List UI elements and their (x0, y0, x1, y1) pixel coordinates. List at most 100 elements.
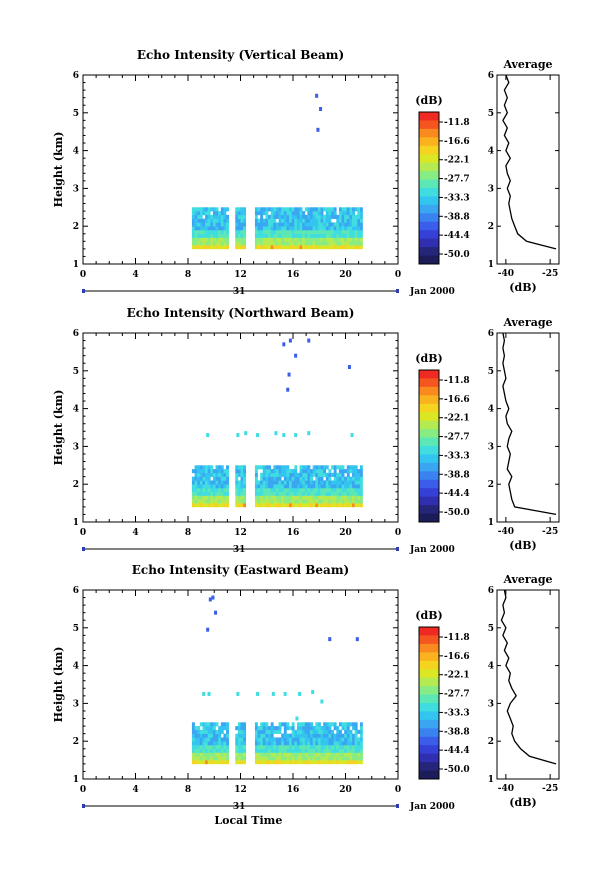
heatmap-cell (218, 214, 222, 219)
heatmap-cell (197, 245, 201, 250)
heatmap-cell (291, 744, 295, 750)
heatmap-cell (302, 245, 306, 250)
heatmap-cell (296, 211, 300, 216)
heatmap-cell (210, 737, 214, 742)
heatmap-cell (323, 245, 327, 250)
heatmap-cell (307, 741, 311, 746)
heatmap-cell (207, 233, 211, 238)
heatmap-cell (296, 499, 300, 504)
heatmap-cell (357, 476, 361, 481)
heatmap-cell (352, 495, 355, 500)
heatmap-cell (289, 499, 292, 504)
heatmap-cell (212, 484, 216, 489)
heatmap-cell (194, 737, 198, 742)
heatmap-cell (278, 737, 282, 742)
heatmap-cell (275, 726, 279, 731)
heatmap-cell (210, 233, 214, 238)
heatmap-cell (310, 733, 313, 738)
heatmap-cell (235, 491, 239, 496)
heatmap-cell (240, 472, 244, 477)
profile-y-tick-label: 2 (488, 737, 494, 747)
heatmap-cell (220, 476, 224, 481)
heatmap-cell (243, 465, 247, 470)
heatmap-cell (197, 733, 201, 738)
heatmap-cell (207, 729, 211, 734)
heatmap-cell (207, 214, 211, 219)
heatmap-cell (243, 752, 247, 757)
heatmap-cell (273, 499, 277, 504)
heatmap-cell (283, 472, 287, 477)
heatmap-cell (270, 245, 274, 250)
heatmap-cell (270, 211, 274, 216)
heatmap-cell (286, 214, 290, 219)
heatmap-cell (320, 233, 324, 238)
heatmap-cell (349, 756, 353, 761)
heatmap-cell (338, 737, 342, 742)
heatmap-cell (338, 752, 342, 757)
colorbar-swatch (419, 703, 439, 712)
heatmap-cell (237, 733, 241, 738)
colorbar-swatch (419, 677, 439, 687)
heatmap-cell (312, 472, 316, 477)
heatmap-cell (215, 733, 219, 738)
heatmap-cell (226, 484, 229, 489)
heatmap-cell (341, 237, 345, 242)
heatmap-cell (254, 752, 258, 757)
colorbar-frame (418, 369, 440, 523)
heatmap-cell (352, 245, 355, 250)
heatmap-cell (202, 729, 206, 734)
heatmap-cell (197, 233, 201, 238)
heatmap-cell (262, 207, 266, 212)
heatmap-cell (325, 233, 329, 238)
heatmap-cell (199, 756, 203, 761)
heatmap-cell (273, 241, 277, 246)
heatmap-cell (226, 480, 229, 485)
heatmap-cell (357, 760, 361, 765)
heatmap-cell (199, 741, 203, 746)
heatmap-cell (359, 233, 363, 238)
heatmap-cell (338, 472, 342, 477)
heatmap-cell (352, 211, 355, 216)
heatmap-cell (191, 752, 195, 757)
isolated-echo (256, 433, 260, 438)
heatmap-cell (315, 499, 319, 504)
heatmap-cell (359, 499, 363, 504)
heatmap-cell (281, 241, 285, 246)
heatmap-cells (191, 93, 363, 250)
heatmap-cell (194, 744, 198, 750)
heatmap-cell (194, 726, 198, 731)
heatmap-cell (296, 480, 300, 485)
heatmap-cell (344, 737, 348, 742)
heatmap-cell (197, 744, 201, 750)
heatmap-cell (197, 726, 201, 731)
heatmap-cell (278, 503, 282, 508)
heatmap-cell (240, 226, 244, 231)
heatmap-cell (240, 726, 244, 731)
heatmap-cell (226, 218, 229, 223)
x-tick-label: 4 (132, 270, 138, 280)
heatmap-cell (359, 211, 363, 216)
isolated-echo (288, 338, 292, 343)
heatmap-cell (207, 722, 211, 727)
heatmap-cell (312, 214, 316, 219)
colorbar: (dB)-11.8-16.6-22.1-27.7-33.3-38.8-44.4-… (415, 609, 470, 780)
heatmap-cell (273, 237, 277, 242)
heatmap-cell (304, 503, 308, 508)
heatmap-cell (202, 491, 206, 496)
heatmap-cell (331, 465, 334, 470)
heatmap-cell (226, 222, 229, 227)
heatmap-cell (291, 226, 295, 231)
heatmap-cell (191, 722, 195, 727)
heatmap-cell (268, 472, 271, 477)
heatmap-cell (270, 218, 274, 223)
heatmap-cell (331, 744, 334, 750)
heatmap-cell (286, 744, 290, 750)
profile-y-tick-label: 5 (488, 624, 494, 634)
heatmap-cell (275, 241, 279, 246)
heatmap-cell (215, 741, 219, 746)
heatmap-cell (283, 469, 287, 474)
heatmap-cell (205, 503, 208, 508)
heatmap-cell (286, 207, 290, 212)
heatmap-cell (197, 484, 201, 489)
heatmap-cell (223, 741, 227, 746)
